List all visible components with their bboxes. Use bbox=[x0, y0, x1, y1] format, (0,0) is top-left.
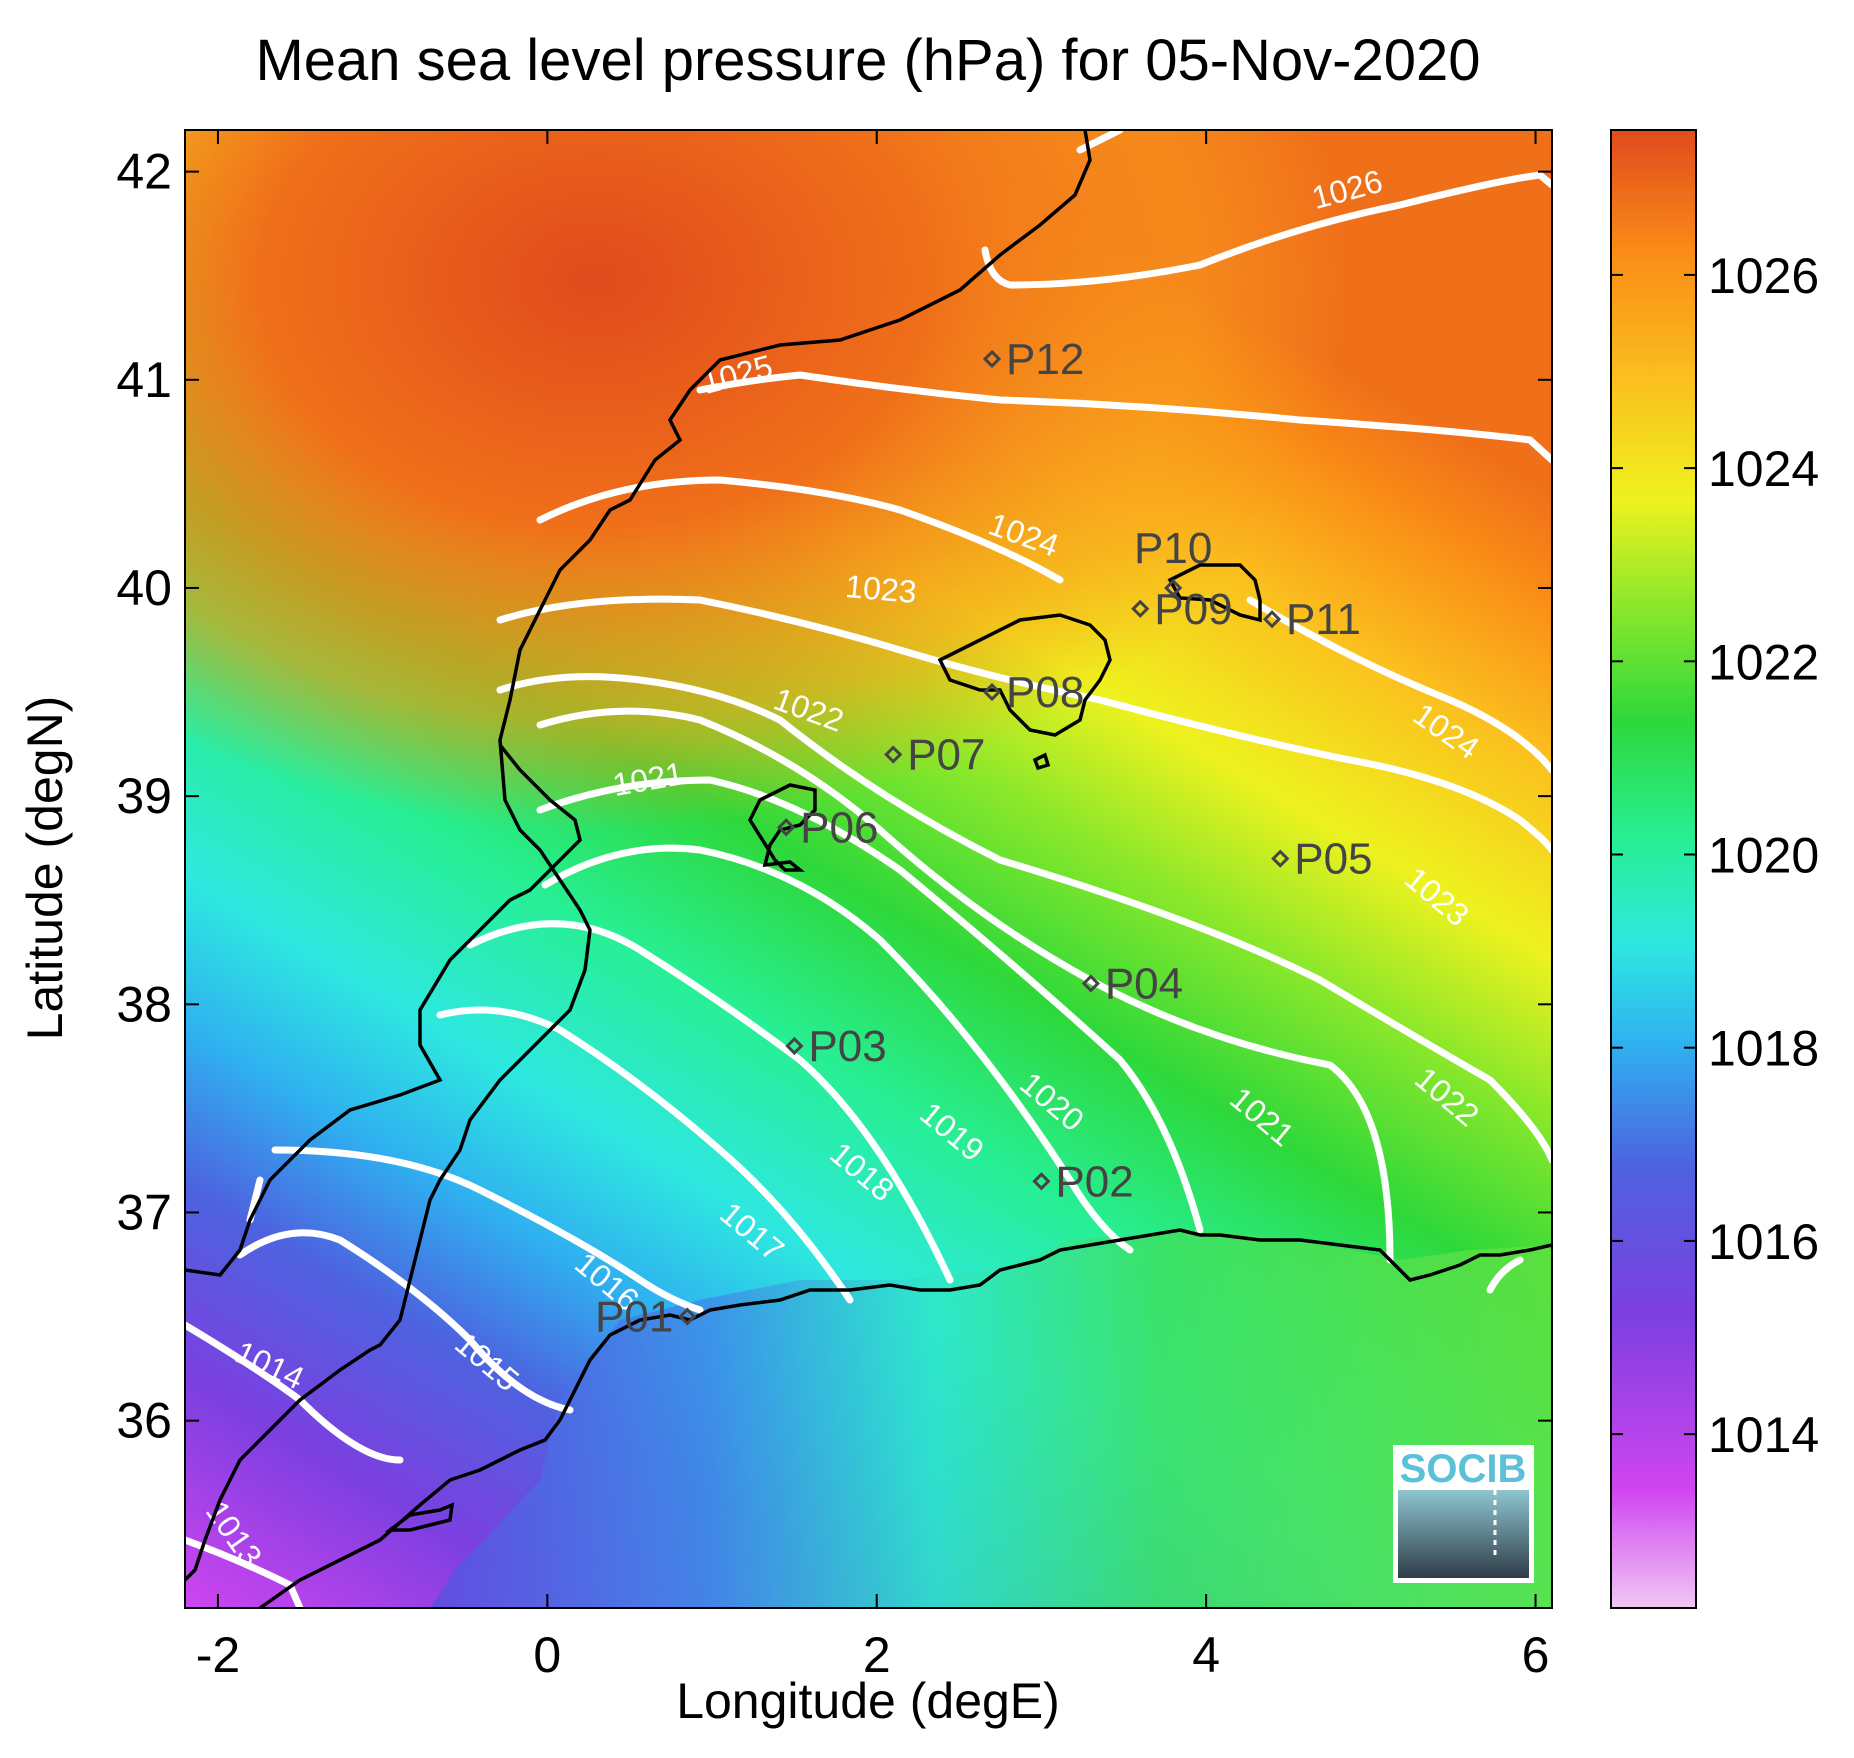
x-tick-label: 6 bbox=[1522, 1627, 1550, 1683]
isobar-line bbox=[496, 673, 1552, 1164]
station-marker bbox=[884, 745, 903, 764]
x-axis-label: Longitude (degE) bbox=[676, 1673, 1060, 1729]
station-label: P04 bbox=[1105, 959, 1183, 1008]
isobar-line bbox=[185, 1536, 304, 1608]
x-tick-label: 4 bbox=[1192, 1627, 1220, 1683]
isobar-line bbox=[466, 920, 954, 1284]
station-marker bbox=[982, 349, 1002, 369]
station-marker bbox=[982, 682, 1002, 702]
station-marker bbox=[777, 818, 796, 837]
station-label: P02 bbox=[1055, 1157, 1133, 1206]
y-tick-label: 42 bbox=[116, 144, 172, 200]
y-tick-label: 38 bbox=[116, 976, 172, 1032]
x-tick-label: 0 bbox=[533, 1627, 561, 1683]
station-label: P12 bbox=[1006, 335, 1084, 384]
x-tick-label: -2 bbox=[196, 1627, 240, 1683]
station-label: P01 bbox=[595, 1293, 673, 1342]
colorbar-ticks: 1014 1016 1018 1020 1022 1024 1026 bbox=[1611, 248, 1819, 1463]
station-label: P10 bbox=[1134, 524, 1212, 573]
colorbar-tick-label: 1018 bbox=[1708, 1021, 1819, 1077]
map-frame bbox=[184, 129, 1553, 1609]
colorbar-tick-label: 1024 bbox=[1708, 441, 1819, 497]
station-label: P08 bbox=[1006, 668, 1084, 717]
x-axis-ticks: -2 0 2 4 6 bbox=[196, 130, 1550, 1683]
colorbar-tick-label: 1016 bbox=[1708, 1214, 1819, 1270]
station-marker bbox=[1262, 610, 1282, 629]
isobar-line bbox=[271, 1146, 704, 1314]
station-marker bbox=[1164, 578, 1183, 598]
colorbar-tick-label: 1022 bbox=[1708, 634, 1819, 690]
station-marker bbox=[1081, 974, 1100, 993]
station-label: P05 bbox=[1294, 835, 1372, 884]
y-tick-label: 36 bbox=[116, 1393, 172, 1449]
socib-logo: SOCIB bbox=[1393, 1445, 1534, 1583]
chart-title: Mean sea level pressure (hPa) for 05-Nov… bbox=[255, 28, 1480, 93]
colorbar-tick-label: 1026 bbox=[1708, 248, 1819, 304]
isobar-line bbox=[1486, 1256, 1524, 1294]
isobar-line bbox=[696, 371, 1552, 464]
y-axis-ticks: 36 37 38 39 40 41 42 bbox=[116, 144, 1552, 1449]
isobar-line bbox=[236, 1229, 574, 1414]
station-label: P09 bbox=[1154, 585, 1232, 634]
colorbar-tick-label: 1020 bbox=[1708, 828, 1819, 884]
isobar-label: 1023 bbox=[844, 568, 918, 610]
y-tick-label: 37 bbox=[116, 1184, 172, 1240]
isobar-line bbox=[1246, 596, 1552, 774]
isobar-line bbox=[536, 476, 1064, 584]
station-marker bbox=[678, 1307, 697, 1326]
isobar-line bbox=[981, 171, 1552, 289]
colorbar-tick-label: 1014 bbox=[1708, 1407, 1819, 1463]
isobar-line bbox=[536, 707, 1394, 1264]
station-marker bbox=[1032, 1172, 1051, 1191]
colorbar bbox=[1610, 129, 1697, 1609]
station-marker bbox=[785, 1036, 804, 1056]
coastline bbox=[185, 130, 1552, 1608]
station-marker bbox=[1131, 599, 1150, 618]
socib-logo-text: SOCIB bbox=[1400, 1447, 1527, 1491]
north-africa-land bbox=[430, 1230, 1552, 1608]
station-markers: P01 P02 P03 P04 P05 P06 P07 P08 P09 P10 P11 P12 bbox=[595, 335, 1373, 1342]
station-marker bbox=[1271, 849, 1290, 868]
y-axis-label: Latitude (degN) bbox=[17, 696, 73, 1041]
station-label: P11 bbox=[1286, 595, 1361, 644]
isobar-line bbox=[496, 595, 1552, 854]
station-label: P07 bbox=[907, 731, 985, 780]
y-tick-label: 39 bbox=[116, 768, 172, 824]
y-tick-label: 41 bbox=[116, 352, 172, 408]
isobar-line bbox=[436, 1006, 854, 1304]
isobar-line bbox=[541, 844, 1134, 1254]
x-tick-label: 2 bbox=[863, 1627, 891, 1683]
isobar-line bbox=[1076, 130, 1124, 154]
isobar-contours bbox=[185, 130, 1552, 1608]
high-pressure-area bbox=[185, 130, 1552, 1130]
station-label: P03 bbox=[808, 1022, 886, 1071]
y-tick-label: 40 bbox=[116, 560, 172, 616]
station-label: P06 bbox=[800, 803, 878, 852]
isobar-line bbox=[536, 776, 1204, 1234]
